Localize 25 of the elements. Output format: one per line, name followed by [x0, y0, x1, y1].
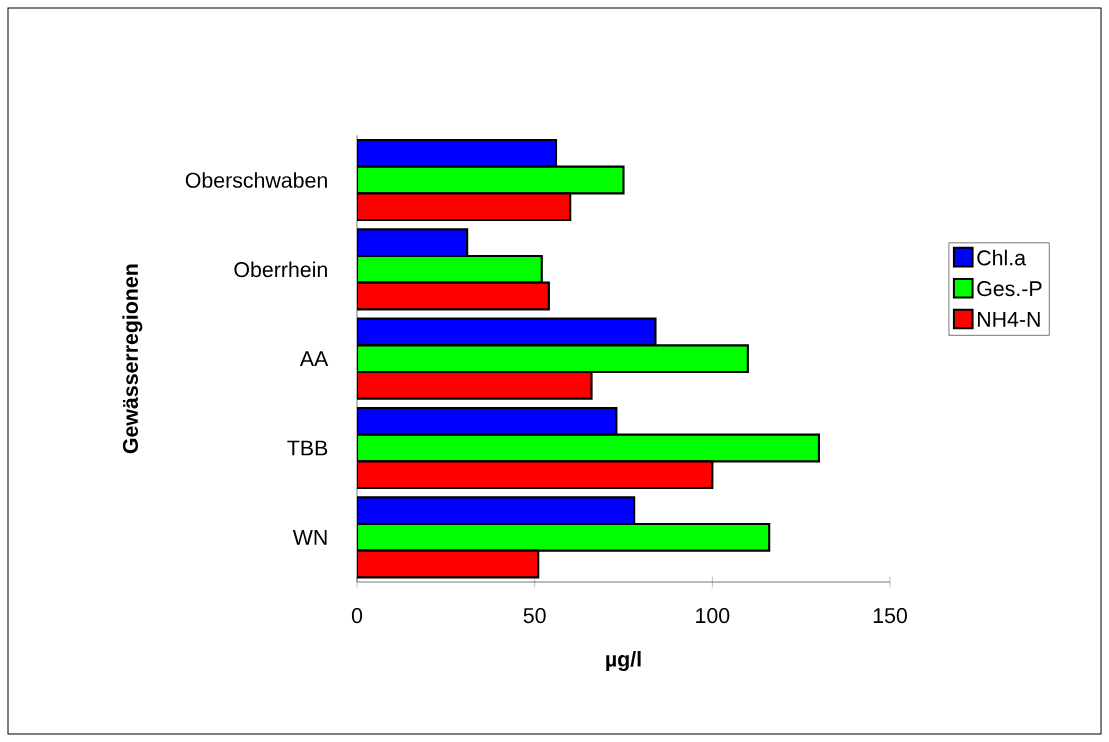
bar	[357, 406, 618, 436]
y-tick-label: TBB	[287, 440, 328, 456]
x-axis-title: µg/l	[606, 650, 641, 671]
bar	[357, 344, 749, 374]
legend-label: Ges.-P	[977, 281, 1042, 297]
bar	[357, 460, 714, 490]
bar	[357, 522, 771, 552]
bar	[357, 433, 821, 463]
legend-label: NH4-N	[978, 311, 1040, 327]
y-tick-label: WN	[292, 530, 327, 545]
y-tick-label: AA	[299, 351, 329, 367]
bar	[357, 254, 543, 284]
legend-label: Chl.a	[977, 249, 1027, 266]
y-tick-label: Oberrhein	[234, 261, 327, 278]
y-tick-label: Oberschwaben	[185, 172, 327, 188]
bar	[357, 496, 636, 526]
x-tick-label: 150	[873, 608, 907, 624]
bar	[357, 138, 558, 168]
y-axis-title: Gewässerregionen	[122, 264, 143, 454]
bar	[357, 192, 572, 222]
x-tick-label: 50	[523, 608, 546, 624]
bar	[357, 228, 469, 258]
bar	[357, 370, 593, 400]
x-tick-label: 100	[696, 608, 730, 624]
x-tick-label: 0	[351, 608, 363, 624]
